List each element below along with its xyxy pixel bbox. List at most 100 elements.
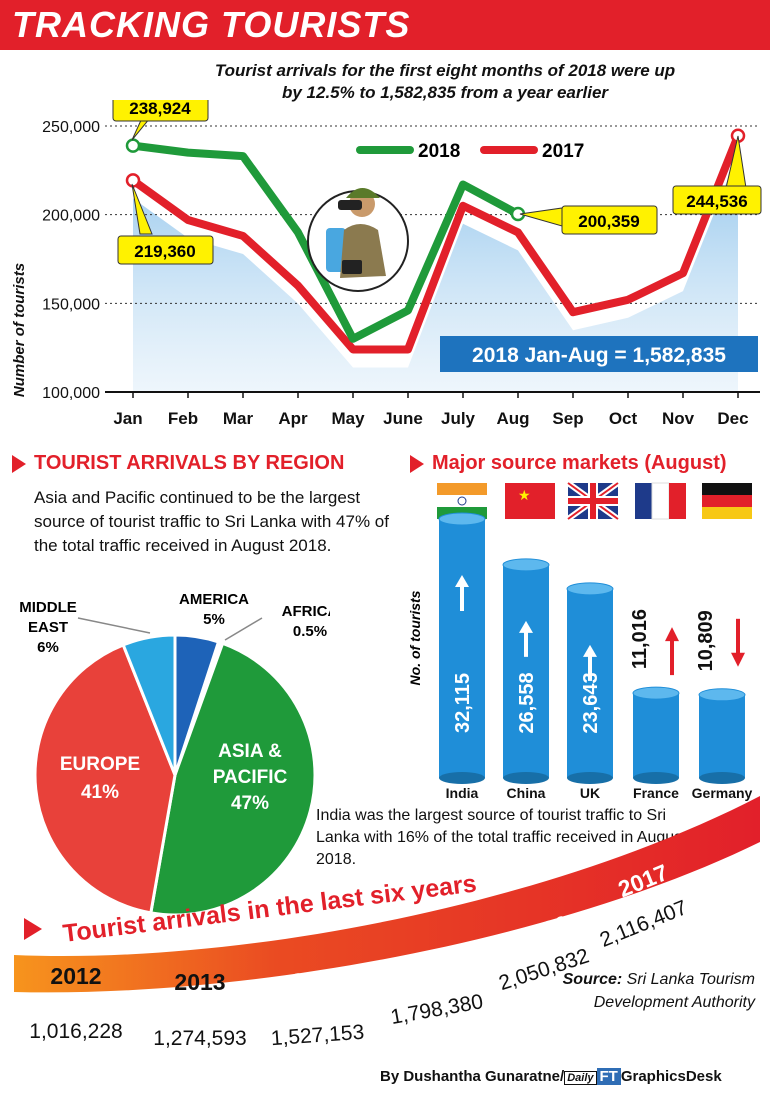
x-tick-label: Aug (496, 409, 529, 428)
section-marker-six-years (24, 918, 42, 940)
pie-value-europe: 41% (81, 782, 119, 803)
market-bar-value: 23,643 (580, 672, 602, 733)
subtitle-line-1: Tourist arrivals for the first eight mon… (214, 61, 676, 80)
flag-china-icon: ★ (505, 483, 555, 519)
market-bar-body (503, 564, 549, 778)
callout-jan-2017: 219,360 (117, 183, 214, 265)
year-item-2013: 2013 1,274,593 (153, 969, 246, 1050)
legend-label-2017: 2017 (542, 141, 584, 162)
pie-label-middle-east-1: MIDDLE (19, 599, 77, 616)
market-bar-body (699, 694, 745, 778)
market-bar-germany: 10,809 Germany (692, 610, 753, 801)
pie-value-africa: 0.5% (293, 623, 327, 640)
pie-label-america: AMERICA (179, 591, 249, 608)
year-item-2012: 2012 1,016,228 (29, 963, 122, 1043)
axes: 100,000 150,000 200,000 250,000 Jan Feb Mar Apr… (42, 119, 760, 428)
market-bar-value: 32,115 (452, 673, 474, 733)
market-bar-body (439, 519, 485, 778)
y-tick-label: 250,000 (42, 119, 100, 136)
x-tick-label: Apr (278, 409, 308, 428)
svg-text:★: ★ (518, 487, 531, 503)
pie-value-america: 5% (203, 611, 225, 628)
market-bar-category: Germany (692, 785, 753, 801)
pie-slice-america (173, 633, 221, 776)
pie-slice-europe (33, 642, 177, 915)
market-bar-top (566, 582, 614, 596)
markets-chart: ★ No. of tourists 32,115 India 26,558 China… (407, 480, 753, 801)
series-line-2017 (129, 131, 742, 354)
markets-heading: Major source markets (August) (432, 452, 727, 474)
data-point (125, 138, 141, 153)
pie-label-africa: AFRICA (282, 603, 330, 620)
pie-value-asia: 47% (231, 793, 269, 814)
y-tick-label: 150,000 (42, 296, 100, 313)
market-bar-top (698, 688, 746, 702)
year-value: 1,016,228 (29, 1020, 122, 1043)
x-tick-label: Dec (717, 409, 748, 428)
market-bar-base (503, 772, 549, 784)
market-bar-value: 26,558 (516, 672, 538, 733)
pie-slice-asia-pacific (149, 641, 317, 915)
market-bar-value: 10,809 (695, 610, 717, 671)
market-bar-category: India (446, 785, 479, 801)
x-tick-label: Jan (113, 409, 142, 428)
data-point (125, 173, 141, 188)
region-description: Asia and Pacific continued to be the lar… (34, 488, 389, 555)
flag-uk-icon (566, 480, 620, 522)
x-tick-label: June (383, 409, 423, 428)
market-bar-base (699, 772, 745, 784)
credit-brand-ft: FT (596, 1068, 621, 1085)
flag-germany-icon (702, 483, 752, 519)
year-item-2014: 2014 1,527,153 (270, 965, 365, 1050)
market-bar-china: 26,558 China (502, 558, 550, 801)
y-tick-label: 100,000 (42, 385, 100, 402)
market-bar-france: 11,016 France (629, 609, 680, 801)
year-label: 2013 (174, 969, 225, 995)
x-tick-label: Nov (662, 409, 695, 428)
markets-y-label: No. of tourists (407, 590, 423, 685)
section-marker-region (12, 455, 26, 473)
area-fill (133, 153, 738, 392)
series-line-2018 (129, 141, 522, 343)
year-label: 2012 (50, 963, 101, 989)
pie-label-asia-2: PACIFIC (213, 767, 288, 788)
subtitle-line-2: by 12.5% to 1,582,835 from a year earlie… (281, 83, 609, 102)
year-value: 1,274,593 (153, 1027, 246, 1050)
pie-slices (33, 633, 317, 915)
background-area (133, 153, 738, 392)
trend-arrowhead-icon (731, 652, 745, 667)
trend-arrowhead-icon (665, 627, 679, 642)
chart-subtitle: Tourist arrivals for the first eight mon… (130, 60, 760, 104)
svg-text:238,924: 238,924 (129, 100, 191, 118)
x-tick-label: Oct (609, 409, 638, 428)
source-value: Sri Lanka Tourism Development Authority (593, 971, 755, 1011)
year-label: 2014 (291, 965, 344, 995)
series-lines (125, 128, 746, 354)
x-tick-label: Sep (552, 409, 583, 428)
market-bars: 32,115 India 26,558 China 23,643 UK 11,016 Fran… (438, 512, 753, 801)
market-bar-category: China (507, 785, 546, 801)
six-years-chart: Tourist arrivals in the last six years 2… (14, 796, 760, 1050)
x-tick-label: Mar (223, 409, 254, 428)
source-note: Source: Sri Lanka Tourism Development Au… (560, 968, 755, 1014)
source-label: Source: (562, 971, 623, 988)
market-bar-base (633, 772, 679, 784)
market-bar-body (633, 693, 679, 778)
credit-brand-daily: Daily (564, 1071, 597, 1085)
market-bar-base (567, 772, 613, 784)
pie-label-europe: EUROPE (60, 754, 140, 775)
market-bar-top (438, 512, 486, 526)
market-bar-base (439, 772, 485, 784)
trend-arrowhead-icon (519, 620, 533, 633)
credit-line: By Dushantha Gunaratne/Daily FT GraphicsDe… (380, 1068, 722, 1085)
pie-label-asia-1: ASIA & (218, 741, 282, 762)
market-bar-uk: 23,643 UK (566, 582, 614, 801)
legend-label-2018: 2018 (418, 141, 460, 162)
svg-text:200,359: 200,359 (578, 212, 639, 231)
svg-text:2018 Jan-Aug = 1,582,835: 2018 Jan-Aug = 1,582,835 (472, 344, 726, 367)
legend: 2018 2017 (346, 134, 636, 166)
pie-value-middle-east: 6% (37, 639, 59, 656)
x-tick-label: Feb (168, 409, 198, 428)
region-heading: TOURIST ARRIVALS BY REGION (34, 452, 345, 474)
market-bar-body (567, 588, 613, 778)
